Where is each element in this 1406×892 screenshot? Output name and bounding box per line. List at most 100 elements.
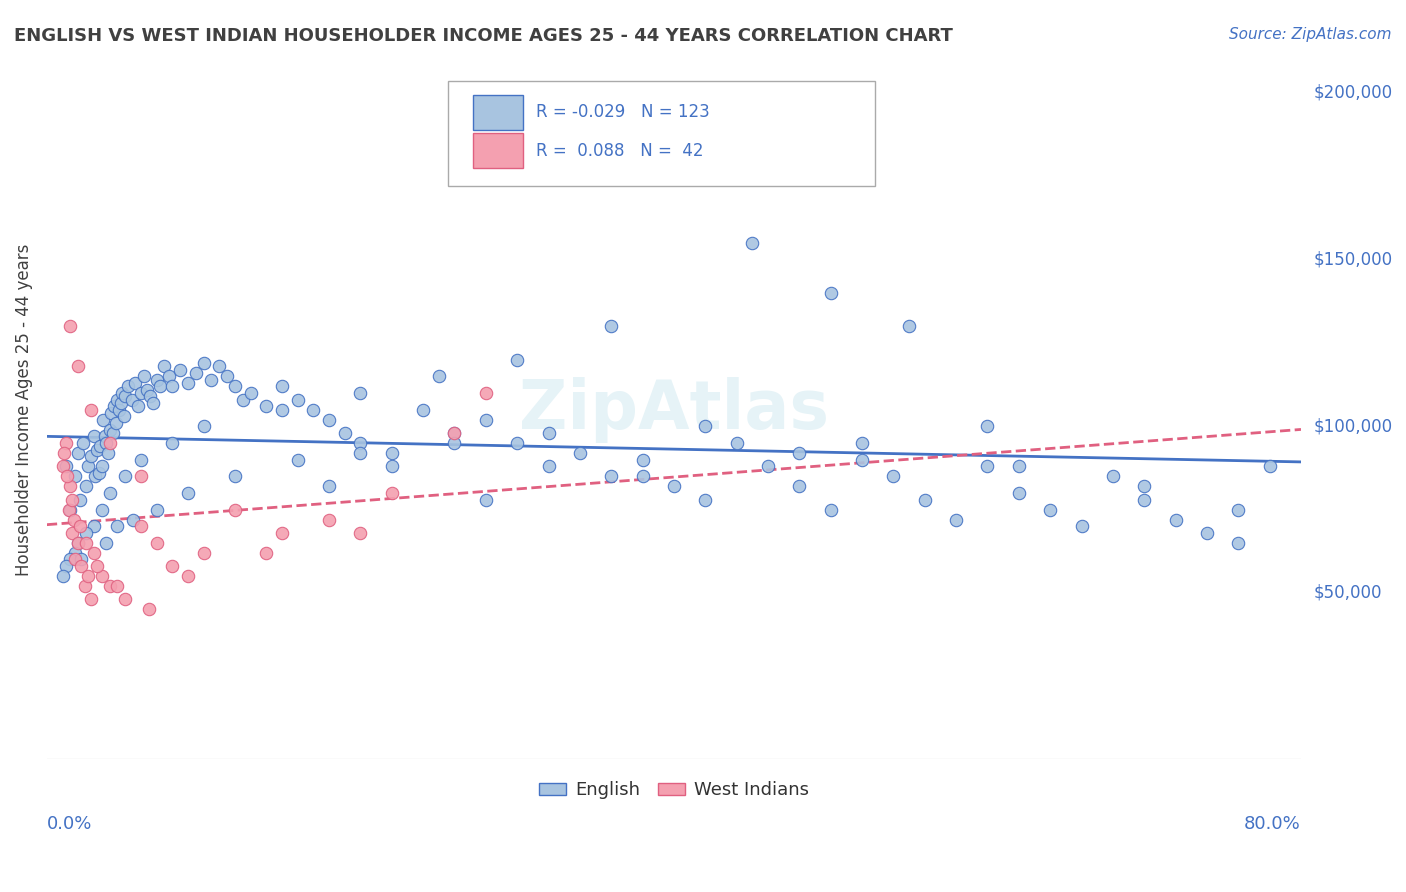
Point <box>70 552 93 566</box>
Text: Source: ZipAtlas.com: Source: ZipAtlas.com <box>1229 27 1392 42</box>
Point <box>136 383 159 397</box>
Point <box>75 479 97 493</box>
Point <box>63 552 86 566</box>
Text: 0.0%: 0.0% <box>46 815 93 833</box>
Point <box>193 419 215 434</box>
Point <box>208 359 231 374</box>
Point <box>94 429 117 443</box>
Point <box>1258 459 1281 474</box>
Point <box>98 486 121 500</box>
Point <box>103 399 125 413</box>
Point <box>725 435 748 450</box>
Point <box>177 569 200 583</box>
Point <box>59 552 82 566</box>
Point <box>149 379 172 393</box>
Point <box>217 369 239 384</box>
Point <box>91 412 114 426</box>
Point <box>976 459 998 474</box>
Point <box>69 519 91 533</box>
Point <box>104 416 127 430</box>
Point <box>96 435 118 450</box>
Point <box>662 169 685 184</box>
Point <box>90 569 112 583</box>
Point <box>381 459 404 474</box>
Point <box>122 512 145 526</box>
Point <box>90 502 112 516</box>
Point <box>139 389 162 403</box>
Point <box>1133 492 1156 507</box>
Point <box>475 412 498 426</box>
Point <box>107 392 129 407</box>
Point <box>600 319 623 334</box>
Point <box>129 469 152 483</box>
Point <box>475 492 498 507</box>
Point <box>1070 519 1092 533</box>
Text: $200,000: $200,000 <box>1313 84 1393 102</box>
Point <box>898 319 921 334</box>
Point <box>72 435 94 450</box>
Point <box>1008 459 1031 474</box>
Point <box>349 446 371 460</box>
Point <box>914 492 936 507</box>
Point <box>820 285 842 300</box>
Point <box>153 359 176 374</box>
Point <box>568 446 591 460</box>
Text: ENGLISH VS WEST INDIAN HOUSEHOLDER INCOME AGES 25 - 44 YEARS CORRELATION CHART: ENGLISH VS WEST INDIAN HOUSEHOLDER INCOM… <box>14 27 953 45</box>
Text: $150,000: $150,000 <box>1313 251 1393 268</box>
Point <box>851 452 873 467</box>
Point <box>695 492 717 507</box>
Point <box>63 469 86 483</box>
Point <box>62 512 84 526</box>
Point <box>177 376 200 390</box>
Point <box>63 546 86 560</box>
Point <box>287 452 309 467</box>
Point <box>111 385 134 400</box>
Point <box>83 519 105 533</box>
Point <box>271 402 294 417</box>
Legend: English, West Indians: English, West Indians <box>531 774 817 806</box>
Point <box>506 435 529 450</box>
Point <box>83 429 105 443</box>
Point <box>349 435 371 450</box>
Point <box>162 559 184 574</box>
Point <box>695 419 717 434</box>
Point <box>254 399 277 413</box>
Point <box>132 369 155 384</box>
Point <box>59 319 82 334</box>
Point <box>80 402 103 417</box>
Point <box>75 536 97 550</box>
Point <box>51 459 73 474</box>
Point <box>127 399 149 413</box>
Point <box>789 446 811 460</box>
Point <box>756 459 779 474</box>
Point <box>271 525 294 540</box>
Point <box>53 446 76 460</box>
Point <box>51 569 73 583</box>
Point <box>142 396 165 410</box>
Point <box>67 536 90 550</box>
Point <box>110 396 132 410</box>
Point <box>443 425 465 440</box>
Point <box>145 502 167 516</box>
Point <box>1164 512 1187 526</box>
Point <box>75 525 97 540</box>
Point <box>537 425 560 440</box>
Point <box>381 446 404 460</box>
Point <box>86 559 108 574</box>
Point <box>97 446 120 460</box>
Text: $50,000: $50,000 <box>1313 584 1382 602</box>
Point <box>184 366 207 380</box>
Point <box>412 402 434 417</box>
Point <box>90 459 112 474</box>
Point <box>114 469 136 483</box>
Point <box>162 379 184 393</box>
Point <box>741 235 763 250</box>
Point <box>60 492 83 507</box>
Point <box>55 459 77 474</box>
Point <box>83 546 105 560</box>
Point <box>318 412 340 426</box>
Point <box>56 469 79 483</box>
FancyBboxPatch shape <box>449 80 875 186</box>
Point <box>89 439 111 453</box>
Point <box>80 449 103 463</box>
